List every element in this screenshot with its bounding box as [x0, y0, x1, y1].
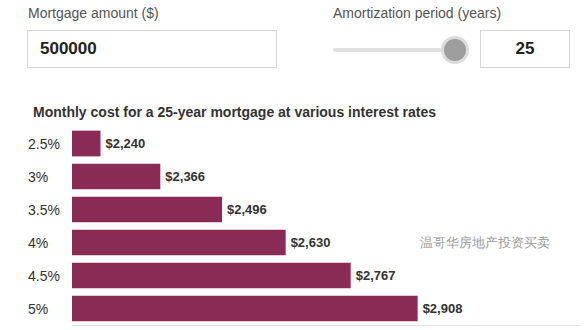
- html-text:25: 25: [515, 39, 535, 58]
- svg-text:2.5%: 2.5%: [28, 136, 60, 152]
- html-text:温哥华房地产投资买卖: 温哥华房地产投资买卖: [420, 235, 550, 250]
- svg-text:3%: 3%: [28, 169, 48, 185]
- svg-text:$2,366: $2,366: [165, 169, 205, 184]
- svg-text:$2,630: $2,630: [291, 235, 331, 250]
- svg-text:$2,240: $2,240: [105, 136, 145, 151]
- svg-text:$2,767: $2,767: [356, 268, 396, 283]
- svg-text:5%: 5%: [28, 301, 48, 317]
- svg-text:4%: 4%: [28, 235, 48, 251]
- html-text:Amortization period (years): Amortization period (years): [333, 5, 502, 21]
- html-text:Mortgage amount ($): Mortgage amount ($): [28, 5, 159, 21]
- svg-text:$2,496: $2,496: [227, 202, 267, 217]
- svg-text:$2,908: $2,908: [423, 301, 463, 316]
- html-text:500000: 500000: [40, 39, 97, 58]
- svg-text:3.5%: 3.5%: [28, 202, 60, 218]
- svg-text:Monthly cost for a 25-year mor: Monthly cost for a 25-year mortgage at v…: [33, 104, 436, 120]
- svg-text:4.5%: 4.5%: [28, 268, 60, 284]
